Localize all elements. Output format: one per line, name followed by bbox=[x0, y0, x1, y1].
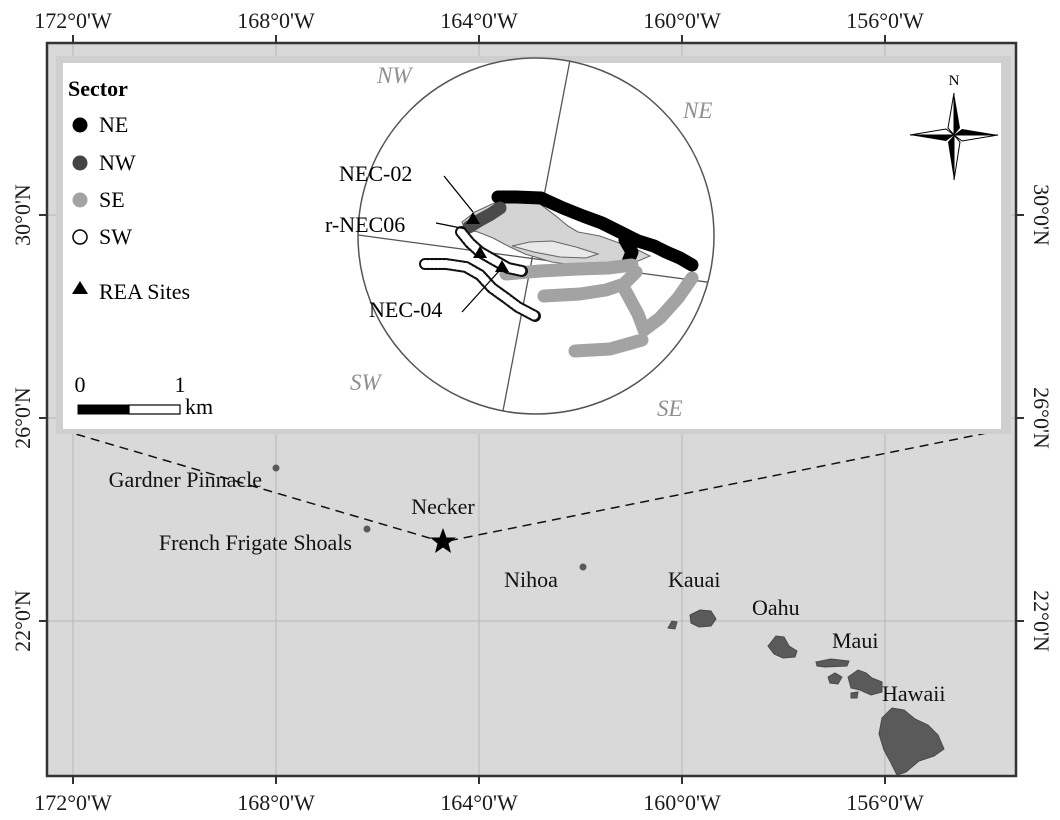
x-tick-bottom: 168°0'W bbox=[237, 790, 315, 815]
site-label-nec02: NEC-02 bbox=[339, 161, 412, 186]
y-tick-right: 22°0'N bbox=[1029, 590, 1054, 652]
y-tick-left: 26°0'N bbox=[10, 387, 35, 449]
y-tick-right: 30°0'N bbox=[1029, 184, 1054, 246]
legend-swatch-se bbox=[73, 193, 87, 207]
legend-label-nw: NW bbox=[99, 150, 136, 175]
scale-label-start: 0 bbox=[75, 372, 86, 397]
site-label-rnec06: r-NEC06 bbox=[325, 212, 405, 237]
legend-swatch-nw bbox=[73, 156, 87, 170]
sector-label-ne: NE bbox=[682, 98, 712, 123]
sector-label-se: SE bbox=[657, 396, 683, 421]
x-tick-top: 168°0'W bbox=[237, 8, 315, 33]
scale-bar-black bbox=[78, 405, 129, 414]
place-label-gardner: Gardner Pinnacle bbox=[109, 467, 262, 492]
kahoolawe-island bbox=[851, 692, 858, 698]
place-label-ffs: French Frigate Shoals bbox=[159, 530, 352, 555]
x-tick-top: 164°0'W bbox=[440, 8, 518, 33]
y-tick-right: 26°0'N bbox=[1029, 387, 1054, 449]
x-tick-bottom: 172°0'W bbox=[34, 790, 112, 815]
inset-panel: NEC-02 r-NEC06 NEC-04 NW NE SW SE Sector… bbox=[56, 56, 1011, 434]
place-label-oahu: Oahu bbox=[752, 595, 800, 620]
x-tick-top: 160°0'W bbox=[643, 8, 721, 33]
x-tick-bottom: 156°0'W bbox=[846, 790, 924, 815]
sector-label-nw: NW bbox=[376, 63, 413, 88]
place-label-hawaii: Hawaii bbox=[882, 681, 946, 706]
place-label-maui: Maui bbox=[832, 628, 878, 653]
kauai-island bbox=[690, 610, 716, 627]
legend-title: Sector bbox=[68, 76, 128, 101]
scale-bar-white bbox=[129, 405, 180, 414]
y-tick-left: 30°0'N bbox=[10, 184, 35, 246]
scale-label-end: 1 bbox=[175, 372, 186, 397]
x-tick-bottom: 160°0'W bbox=[643, 790, 721, 815]
gardner-pinnacle-dot bbox=[273, 465, 280, 472]
x-tick-top: 172°0'W bbox=[34, 8, 112, 33]
place-label-nihoa: Nihoa bbox=[504, 567, 558, 592]
legend-label-ne: NE bbox=[99, 112, 128, 137]
x-tick-bottom: 164°0'W bbox=[440, 790, 518, 815]
legend-swatch-ne bbox=[73, 118, 87, 132]
legend-label-se: SE bbox=[99, 187, 125, 212]
north-arrow-label: N bbox=[949, 73, 960, 89]
legend-label-sw: SW bbox=[99, 224, 132, 249]
french-frigate-shoals-dot bbox=[364, 526, 371, 533]
x-tick-top: 156°0'W bbox=[846, 8, 924, 33]
place-label-necker: Necker bbox=[411, 494, 475, 519]
scale-label-unit: km bbox=[185, 394, 213, 419]
place-label-kauai: Kauai bbox=[668, 567, 721, 592]
sector-label-sw: SW bbox=[350, 370, 383, 395]
nihoa-dot bbox=[580, 564, 587, 571]
y-tick-left: 22°0'N bbox=[10, 590, 35, 652]
legend-swatch-sw bbox=[73, 230, 87, 244]
site-label-nec04: NEC-04 bbox=[369, 297, 442, 322]
legend-label-rea-sites: REA Sites bbox=[99, 279, 190, 304]
